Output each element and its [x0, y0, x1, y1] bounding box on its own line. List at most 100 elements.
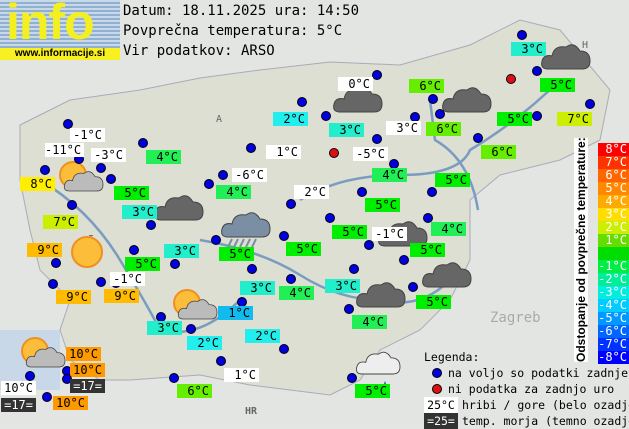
station-dot[interactable]: [517, 30, 527, 40]
station-dot[interactable]: [372, 70, 382, 80]
deviation-scale: 8°C 7°C 6°C 5°C 4°C 3°C 2°C 1°C -1°C -2°C -3°C -4°C…: [598, 143, 629, 364]
station-temperature: -5°C: [353, 147, 388, 161]
station-dot[interactable]: [216, 356, 226, 366]
station-dot[interactable]: [357, 187, 367, 197]
scale-entry: 5°C: [598, 182, 629, 195]
station-dot-no-data[interactable]: [329, 148, 339, 158]
station-temperature: 8°C: [20, 177, 55, 191]
cloud-icon: [540, 39, 592, 87]
scale-entry: 8°C: [598, 143, 629, 156]
legend-hill: hribi / gore (belo ozadje): [462, 398, 629, 412]
legend-title: Legenda:: [424, 350, 480, 364]
station-dot[interactable]: [286, 199, 296, 209]
station-temperature: 3°C: [511, 42, 546, 56]
station-dot[interactable]: [372, 134, 382, 144]
station-dot[interactable]: [129, 245, 139, 255]
station-temperature: 5°C: [410, 243, 445, 257]
station-dot[interactable]: [25, 371, 35, 381]
station-temperature: 3°C: [164, 244, 199, 258]
station-dot[interactable]: [169, 373, 179, 383]
station-temperature: 4°C: [279, 286, 314, 300]
station-dot[interactable]: [138, 138, 148, 148]
station-temperature: 5°C: [497, 112, 532, 126]
station-dot[interactable]: [246, 143, 256, 153]
station-dot-no-data[interactable]: [506, 74, 516, 84]
station-dot[interactable]: [585, 99, 595, 109]
station-temperature: 6°C: [409, 79, 444, 93]
station-temperature: 6°C: [426, 122, 461, 136]
station-dot[interactable]: [473, 133, 483, 143]
station-dot[interactable]: [170, 259, 180, 269]
station-dot[interactable]: [532, 66, 542, 76]
station-temperature: 3°C: [122, 205, 157, 219]
date-line: Datum: 18.11.2025 ura: 14:50: [123, 3, 360, 19]
station-dot[interactable]: [364, 240, 374, 250]
station-temperature: 2°C: [187, 336, 222, 350]
map-label-h: H: [582, 40, 588, 51]
cloud-icon: [153, 190, 205, 238]
station-temperature: -11°C: [45, 143, 85, 157]
logo[interactable]: info www.informacije.si: [0, 0, 120, 60]
station-dot[interactable]: [186, 324, 196, 334]
station-dot[interactable]: [344, 304, 354, 314]
cloud-icon: [355, 277, 407, 325]
station-temperature: 3°C: [325, 279, 360, 293]
scale-entry: -1°C: [598, 259, 629, 273]
station-temperature: -1°C: [110, 272, 145, 286]
station-dot[interactable]: [399, 255, 409, 265]
station-temperature: 2°C: [245, 329, 280, 343]
station-temperature: 10°C: [70, 363, 105, 377]
blue-dot-icon: [432, 368, 442, 378]
station-temperature: 9°C: [104, 289, 139, 303]
station-dot[interactable]: [423, 213, 433, 223]
station-dot[interactable]: [349, 264, 359, 274]
station-temperature: 5°C: [332, 225, 367, 239]
station-temperature: 5°C: [416, 295, 451, 309]
station-dot[interactable]: [286, 274, 296, 284]
logo-url[interactable]: www.informacije.si: [0, 48, 120, 60]
legend-red: ni podatka za zadnjo uro: [448, 382, 615, 396]
legend-sea: temp. morja (temno ozadje): [462, 414, 629, 428]
station-dot[interactable]: [96, 277, 106, 287]
station-dot[interactable]: [67, 200, 77, 210]
logo-text: info: [6, 0, 94, 46]
map-label-a: A: [216, 114, 222, 125]
station-dot[interactable]: [247, 264, 257, 274]
station-dot[interactable]: [325, 213, 335, 223]
station-dot[interactable]: [48, 279, 58, 289]
station-temperature: 5°C: [365, 198, 400, 212]
station-dot[interactable]: [106, 174, 116, 184]
station-temperature: -1°C: [70, 128, 105, 142]
station-dot[interactable]: [427, 187, 437, 197]
station-dot[interactable]: [321, 111, 331, 121]
map-label-hr: HR: [245, 406, 258, 417]
station-dot[interactable]: [279, 344, 289, 354]
station-dot[interactable]: [63, 119, 73, 129]
station-dot[interactable]: [347, 373, 357, 383]
station-dot[interactable]: [297, 97, 307, 107]
rain-icon: [220, 207, 272, 255]
station-temperature: 7°C: [557, 112, 592, 126]
station-temperature: 4°C: [372, 168, 407, 182]
station-dot[interactable]: [51, 258, 61, 268]
station-temperature: 5°C: [219, 247, 254, 261]
legend-hill-sample: 25°C: [424, 397, 458, 413]
station-dot[interactable]: [204, 179, 214, 189]
station-dot[interactable]: [211, 235, 221, 245]
station-dot[interactable]: [146, 220, 156, 230]
map-label-zagreb: Zagreb: [490, 310, 541, 326]
station-dot[interactable]: [428, 94, 438, 104]
station-dot[interactable]: [42, 392, 52, 402]
station-temperature: 4°C: [216, 185, 251, 199]
station-dot[interactable]: [532, 111, 542, 121]
station-dot[interactable]: [218, 170, 228, 180]
station-dot[interactable]: [435, 109, 445, 119]
station-dot[interactable]: [96, 163, 106, 173]
legend-sea-sample: =25=: [424, 413, 458, 429]
station-dot[interactable]: [40, 165, 50, 175]
station-temperature: 9°C: [56, 290, 91, 304]
scale-entry: -6°C: [598, 324, 629, 338]
station-dot[interactable]: [408, 282, 418, 292]
station-temperature: 2°C: [294, 185, 329, 199]
station-dot[interactable]: [279, 231, 289, 241]
